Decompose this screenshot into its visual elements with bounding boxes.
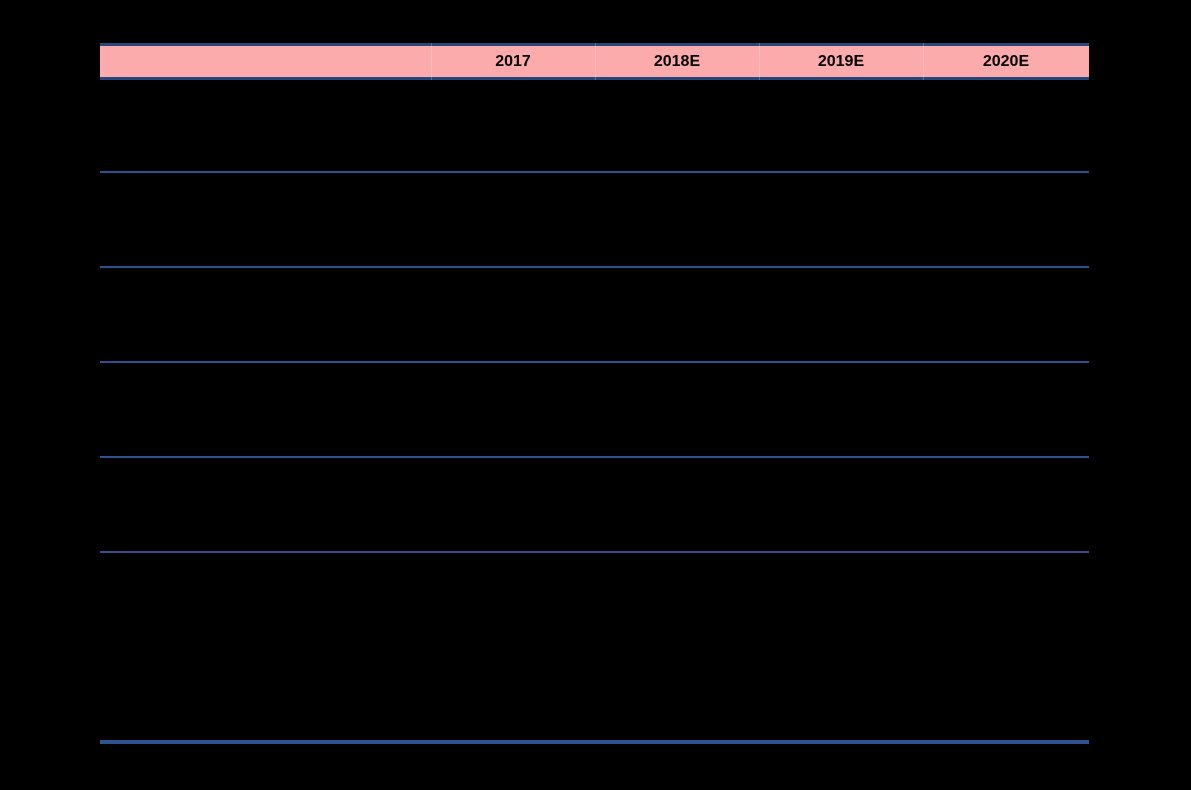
section-divider-line [100, 171, 1089, 173]
header-cell-row-label [100, 46, 431, 77]
section-divider-line [100, 361, 1089, 363]
header-cell-year-2017: 2017 [495, 53, 531, 70]
column-separator [759, 43, 760, 80]
header-band: 2017 2018E 2019E 2020E [100, 46, 1089, 77]
table-header-row: 2017 2018E 2019E 2020E [100, 43, 1089, 80]
header-top-border [100, 43, 1089, 46]
column-separator [595, 43, 596, 80]
column-separator [431, 43, 432, 80]
column-separator [923, 43, 924, 80]
header-cell-year-2020e: 2020E [982, 53, 1030, 70]
header-cell-year-2019e: 2019E [817, 53, 865, 70]
financial-forecast-table: 2017 2018E 2019E 2020E [100, 43, 1089, 744]
table-bottom-rule [100, 740, 1089, 744]
section-divider-line [100, 266, 1089, 268]
header-cell-year-2018e: 2018E [653, 53, 701, 70]
section-divider-line [100, 456, 1089, 458]
section-divider-line [100, 551, 1089, 553]
header-bottom-border [100, 77, 1089, 80]
